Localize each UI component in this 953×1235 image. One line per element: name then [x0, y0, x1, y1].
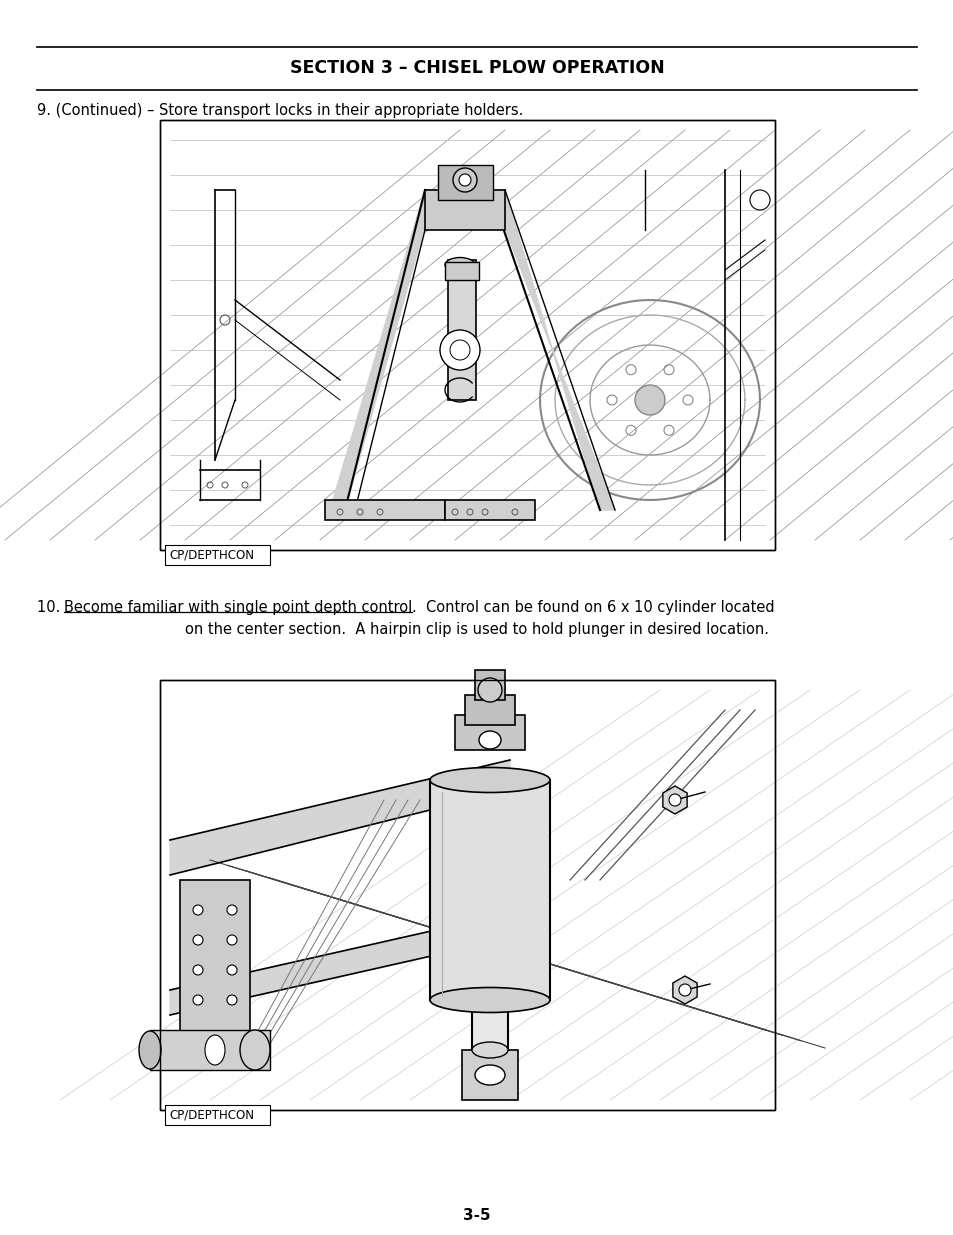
Polygon shape [330, 190, 435, 510]
Ellipse shape [430, 767, 550, 793]
Text: SECTION 3 – CHISEL PLOW OPERATION: SECTION 3 – CHISEL PLOW OPERATION [290, 59, 663, 77]
Polygon shape [170, 920, 479, 1015]
Circle shape [453, 168, 476, 191]
Bar [448, 261, 476, 400]
Bar [444, 500, 535, 520]
Ellipse shape [478, 731, 500, 748]
Polygon shape [170, 760, 510, 876]
Bar [472, 1000, 507, 1050]
Circle shape [227, 905, 236, 915]
Bar [160, 680, 774, 1110]
Bar [461, 1050, 517, 1100]
Bar [430, 781, 550, 1000]
Bar [160, 680, 774, 1110]
Circle shape [227, 995, 236, 1005]
Circle shape [193, 935, 203, 945]
Bar [475, 671, 504, 700]
Circle shape [227, 965, 236, 974]
Ellipse shape [444, 258, 475, 273]
Ellipse shape [139, 1031, 161, 1070]
Text: on the center section.  A hairpin clip is used to hold plunger in desired locati: on the center section. A hairpin clip is… [185, 622, 768, 637]
Bar [165, 545, 270, 564]
Ellipse shape [205, 1035, 225, 1065]
Ellipse shape [240, 1030, 270, 1070]
Circle shape [635, 385, 664, 415]
Circle shape [439, 330, 479, 370]
Text: 10.: 10. [37, 600, 65, 615]
Text: 3-5: 3-5 [463, 1208, 490, 1223]
Bar [424, 190, 504, 230]
Circle shape [477, 678, 501, 701]
Text: Become familiar with single point depth control: Become familiar with single point depth … [64, 600, 412, 615]
Ellipse shape [472, 1042, 507, 1058]
Circle shape [679, 984, 690, 995]
Text: CP/DEPTHCON: CP/DEPTHCON [169, 1109, 253, 1121]
Bar [150, 1030, 270, 1070]
Circle shape [193, 965, 203, 974]
Polygon shape [490, 190, 615, 510]
Bar [165, 1105, 270, 1125]
Bar [325, 500, 444, 520]
Circle shape [193, 905, 203, 915]
Circle shape [450, 340, 470, 359]
Bar [160, 120, 774, 550]
Circle shape [668, 794, 680, 806]
Circle shape [749, 190, 769, 210]
Bar [160, 120, 774, 550]
Bar [464, 695, 515, 725]
Text: 9. (Continued) – Store transport locks in their appropriate holders.: 9. (Continued) – Store transport locks i… [37, 103, 523, 119]
Ellipse shape [430, 988, 550, 1013]
Ellipse shape [475, 1065, 504, 1086]
Bar [180, 881, 250, 1040]
Bar [455, 715, 524, 750]
Text: CP/DEPTHCON: CP/DEPTHCON [169, 548, 253, 562]
Bar [444, 262, 478, 280]
Circle shape [458, 174, 471, 186]
Bar [160, 680, 774, 1110]
Circle shape [227, 935, 236, 945]
Bar [437, 165, 493, 200]
Text: .  Control can be found on 6 x 10 cylinder located: . Control can be found on 6 x 10 cylinde… [412, 600, 774, 615]
Circle shape [193, 995, 203, 1005]
Bar [160, 120, 774, 550]
